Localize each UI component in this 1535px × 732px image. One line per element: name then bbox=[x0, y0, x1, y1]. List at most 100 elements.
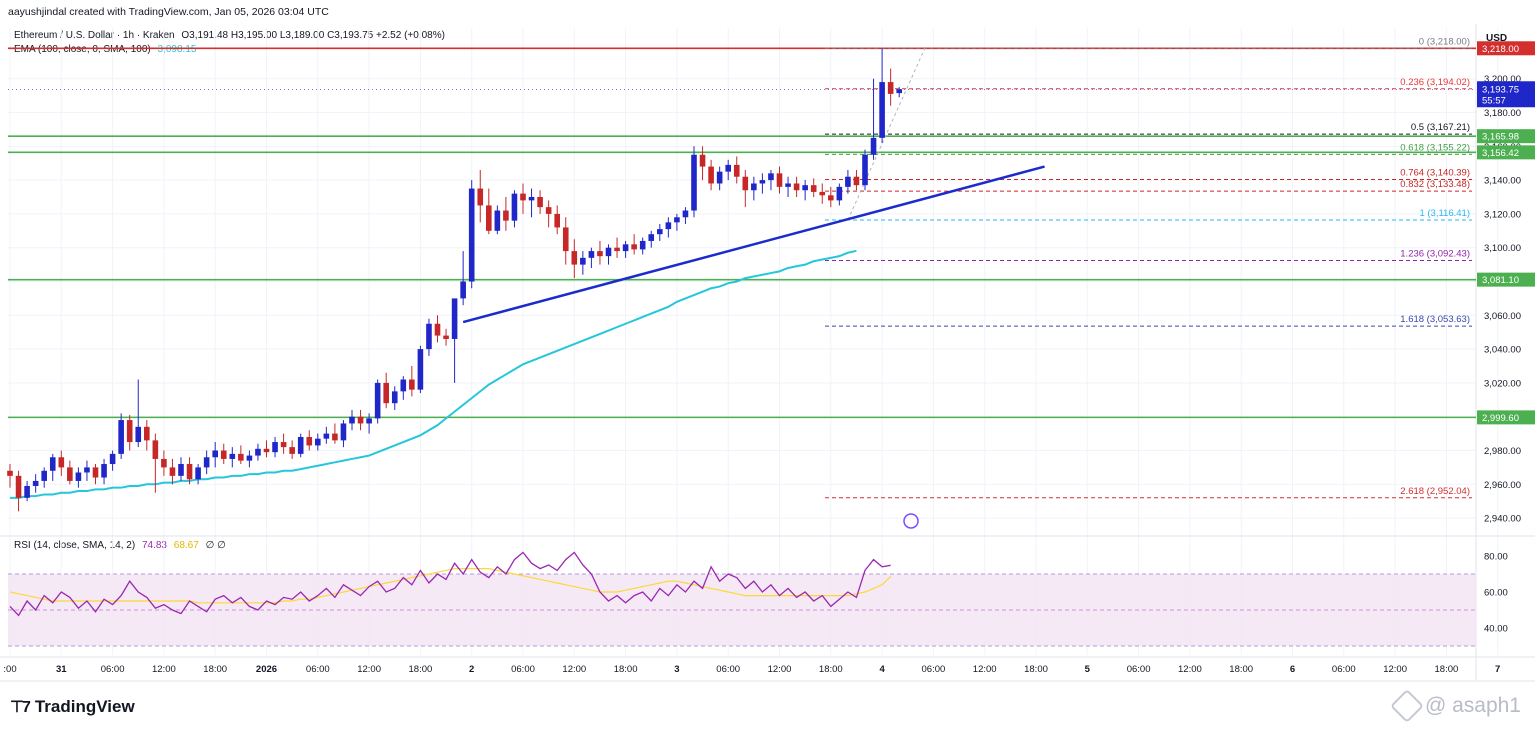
symbol-legend[interactable]: Ethereum / U.S. Dollar · 1h · Kraken O3,… bbox=[14, 30, 449, 41]
x-tick-label: 12:00 bbox=[152, 664, 176, 675]
candle-body bbox=[409, 379, 415, 390]
x-tick-label: 18:00 bbox=[819, 664, 843, 675]
fib-level-label: 0.5 (3,167.21) bbox=[1411, 122, 1470, 133]
watermark-icon bbox=[1389, 689, 1424, 723]
x-tick-label: 18:00 bbox=[1435, 664, 1459, 675]
horizontal-level-tag bbox=[1477, 129, 1535, 144]
x-tick-label: 06:00 bbox=[1332, 664, 1356, 675]
candle-body bbox=[768, 173, 774, 181]
countdown-label: 55:57 bbox=[1482, 95, 1506, 106]
rsi-sma-line bbox=[9, 568, 892, 604]
x-tick-label: 06:00 bbox=[1127, 664, 1151, 675]
candle-body bbox=[785, 183, 791, 187]
candle-body bbox=[109, 453, 116, 465]
x-tick-label: :00 bbox=[3, 664, 16, 675]
candle-body bbox=[691, 154, 697, 211]
fib-level-label: 1 (3,116.41) bbox=[1419, 208, 1470, 219]
y-tick-label: 3,040.00 bbox=[1484, 345, 1521, 356]
candle-body bbox=[161, 458, 167, 468]
x-tick-label: 4 bbox=[879, 664, 885, 675]
candle-body bbox=[810, 185, 817, 192]
candle-body bbox=[84, 467, 90, 473]
candle-body bbox=[340, 423, 347, 441]
candle-body bbox=[434, 323, 441, 336]
candle-body bbox=[870, 137, 877, 155]
candle-body bbox=[657, 229, 663, 235]
rsi-tick-label: 80.00 bbox=[1484, 552, 1508, 563]
candle-body bbox=[793, 183, 800, 191]
candle-body bbox=[468, 188, 475, 282]
y-tick-label: 2,960.00 bbox=[1484, 480, 1521, 491]
candle-body bbox=[776, 173, 783, 187]
candle-body bbox=[58, 457, 65, 468]
x-tick-label: 12:00 bbox=[768, 664, 792, 675]
candle-body bbox=[622, 244, 629, 252]
candle-body bbox=[605, 247, 612, 257]
horizontal-level-tag bbox=[1477, 145, 1535, 160]
ohlc-values: O3,191.48 H3,195.00 L3,189.00 C3,193.75 … bbox=[181, 30, 445, 41]
horizontal-level-tag-label: 3,218.00 bbox=[1482, 44, 1519, 55]
candle-body bbox=[708, 166, 714, 184]
x-tick-label: 2 bbox=[469, 664, 474, 675]
horizontal-level-tag-label: 3,156.42 bbox=[1482, 148, 1519, 159]
ema-legend[interactable]: EMA (100, close, 0, SMA, 100) 3,098.15 bbox=[14, 44, 200, 55]
candle-body bbox=[67, 467, 73, 481]
x-tick-label: 06:00 bbox=[101, 664, 125, 675]
y-tick-label: 2,940.00 bbox=[1484, 514, 1521, 525]
y-tick-label: 3,120.00 bbox=[1484, 209, 1521, 220]
candle-body bbox=[725, 164, 731, 172]
x-tick-label: 6 bbox=[1290, 664, 1295, 675]
candle-body bbox=[597, 251, 603, 257]
candle-body bbox=[828, 195, 834, 201]
candle-body bbox=[101, 464, 107, 478]
candle-body bbox=[537, 197, 543, 208]
y-tick-label: 2,980.00 bbox=[1484, 446, 1521, 457]
ema-label: EMA (100, close, 0, SMA, 100) bbox=[14, 44, 151, 55]
y-tick-label: 3,060.00 bbox=[1484, 311, 1521, 322]
x-tick-label: 06:00 bbox=[922, 664, 946, 675]
candle-body bbox=[614, 247, 620, 252]
ema-line bbox=[10, 249, 857, 499]
tradingview-logo[interactable]: ⊤7 TradingView bbox=[10, 697, 135, 717]
candle-body bbox=[511, 193, 518, 221]
fib-level-label: 1.236 (3,092.43) bbox=[1400, 248, 1470, 259]
candle-body bbox=[7, 470, 13, 476]
fib-level-label: 2.618 (2,952.04) bbox=[1400, 486, 1470, 497]
fib-level-label: 0 (3,218.00) bbox=[1419, 36, 1470, 47]
candle-body bbox=[178, 464, 184, 476]
x-tick-label: 7 bbox=[1495, 664, 1500, 675]
candle-body bbox=[246, 455, 253, 461]
candle-body bbox=[751, 183, 757, 191]
candle-body bbox=[545, 207, 552, 214]
x-tick-label: 18:00 bbox=[1229, 664, 1253, 675]
candle-body bbox=[486, 205, 492, 231]
candle-body bbox=[699, 154, 706, 167]
candle-body bbox=[520, 193, 526, 201]
candle-body bbox=[195, 467, 201, 480]
candle-body bbox=[135, 426, 142, 443]
x-tick-label: 31 bbox=[56, 664, 67, 675]
candle-body bbox=[400, 379, 407, 392]
currency-label: USD bbox=[1486, 33, 1507, 44]
horizontal-level-tag bbox=[1477, 41, 1535, 56]
last-price-label: 3,193.75 bbox=[1482, 84, 1519, 95]
x-tick-label: 3 bbox=[674, 664, 679, 675]
candle-body bbox=[887, 82, 894, 94]
watermark-text: @ asaph1 bbox=[1424, 694, 1521, 717]
y-tick-label: 3,020.00 bbox=[1484, 378, 1521, 389]
horizontal-level-tag-label: 2,999.60 bbox=[1482, 413, 1519, 424]
candle-body bbox=[118, 420, 124, 454]
candle-body bbox=[169, 467, 176, 476]
horizontal-level-tag bbox=[1477, 410, 1535, 425]
y-tick-label: 3,180.00 bbox=[1484, 108, 1521, 119]
candle-body bbox=[332, 433, 338, 441]
symbol-name: Ethereum / U.S. Dollar · 1h · Kraken bbox=[14, 30, 175, 41]
candle-body bbox=[92, 467, 99, 478]
candle-body bbox=[374, 382, 381, 419]
candle-body bbox=[315, 438, 321, 446]
x-tick-label: 06:00 bbox=[716, 664, 740, 675]
rsi-line bbox=[9, 551, 891, 617]
x-tick-label: 18:00 bbox=[409, 664, 433, 675]
x-tick-label: 12:00 bbox=[1178, 664, 1202, 675]
